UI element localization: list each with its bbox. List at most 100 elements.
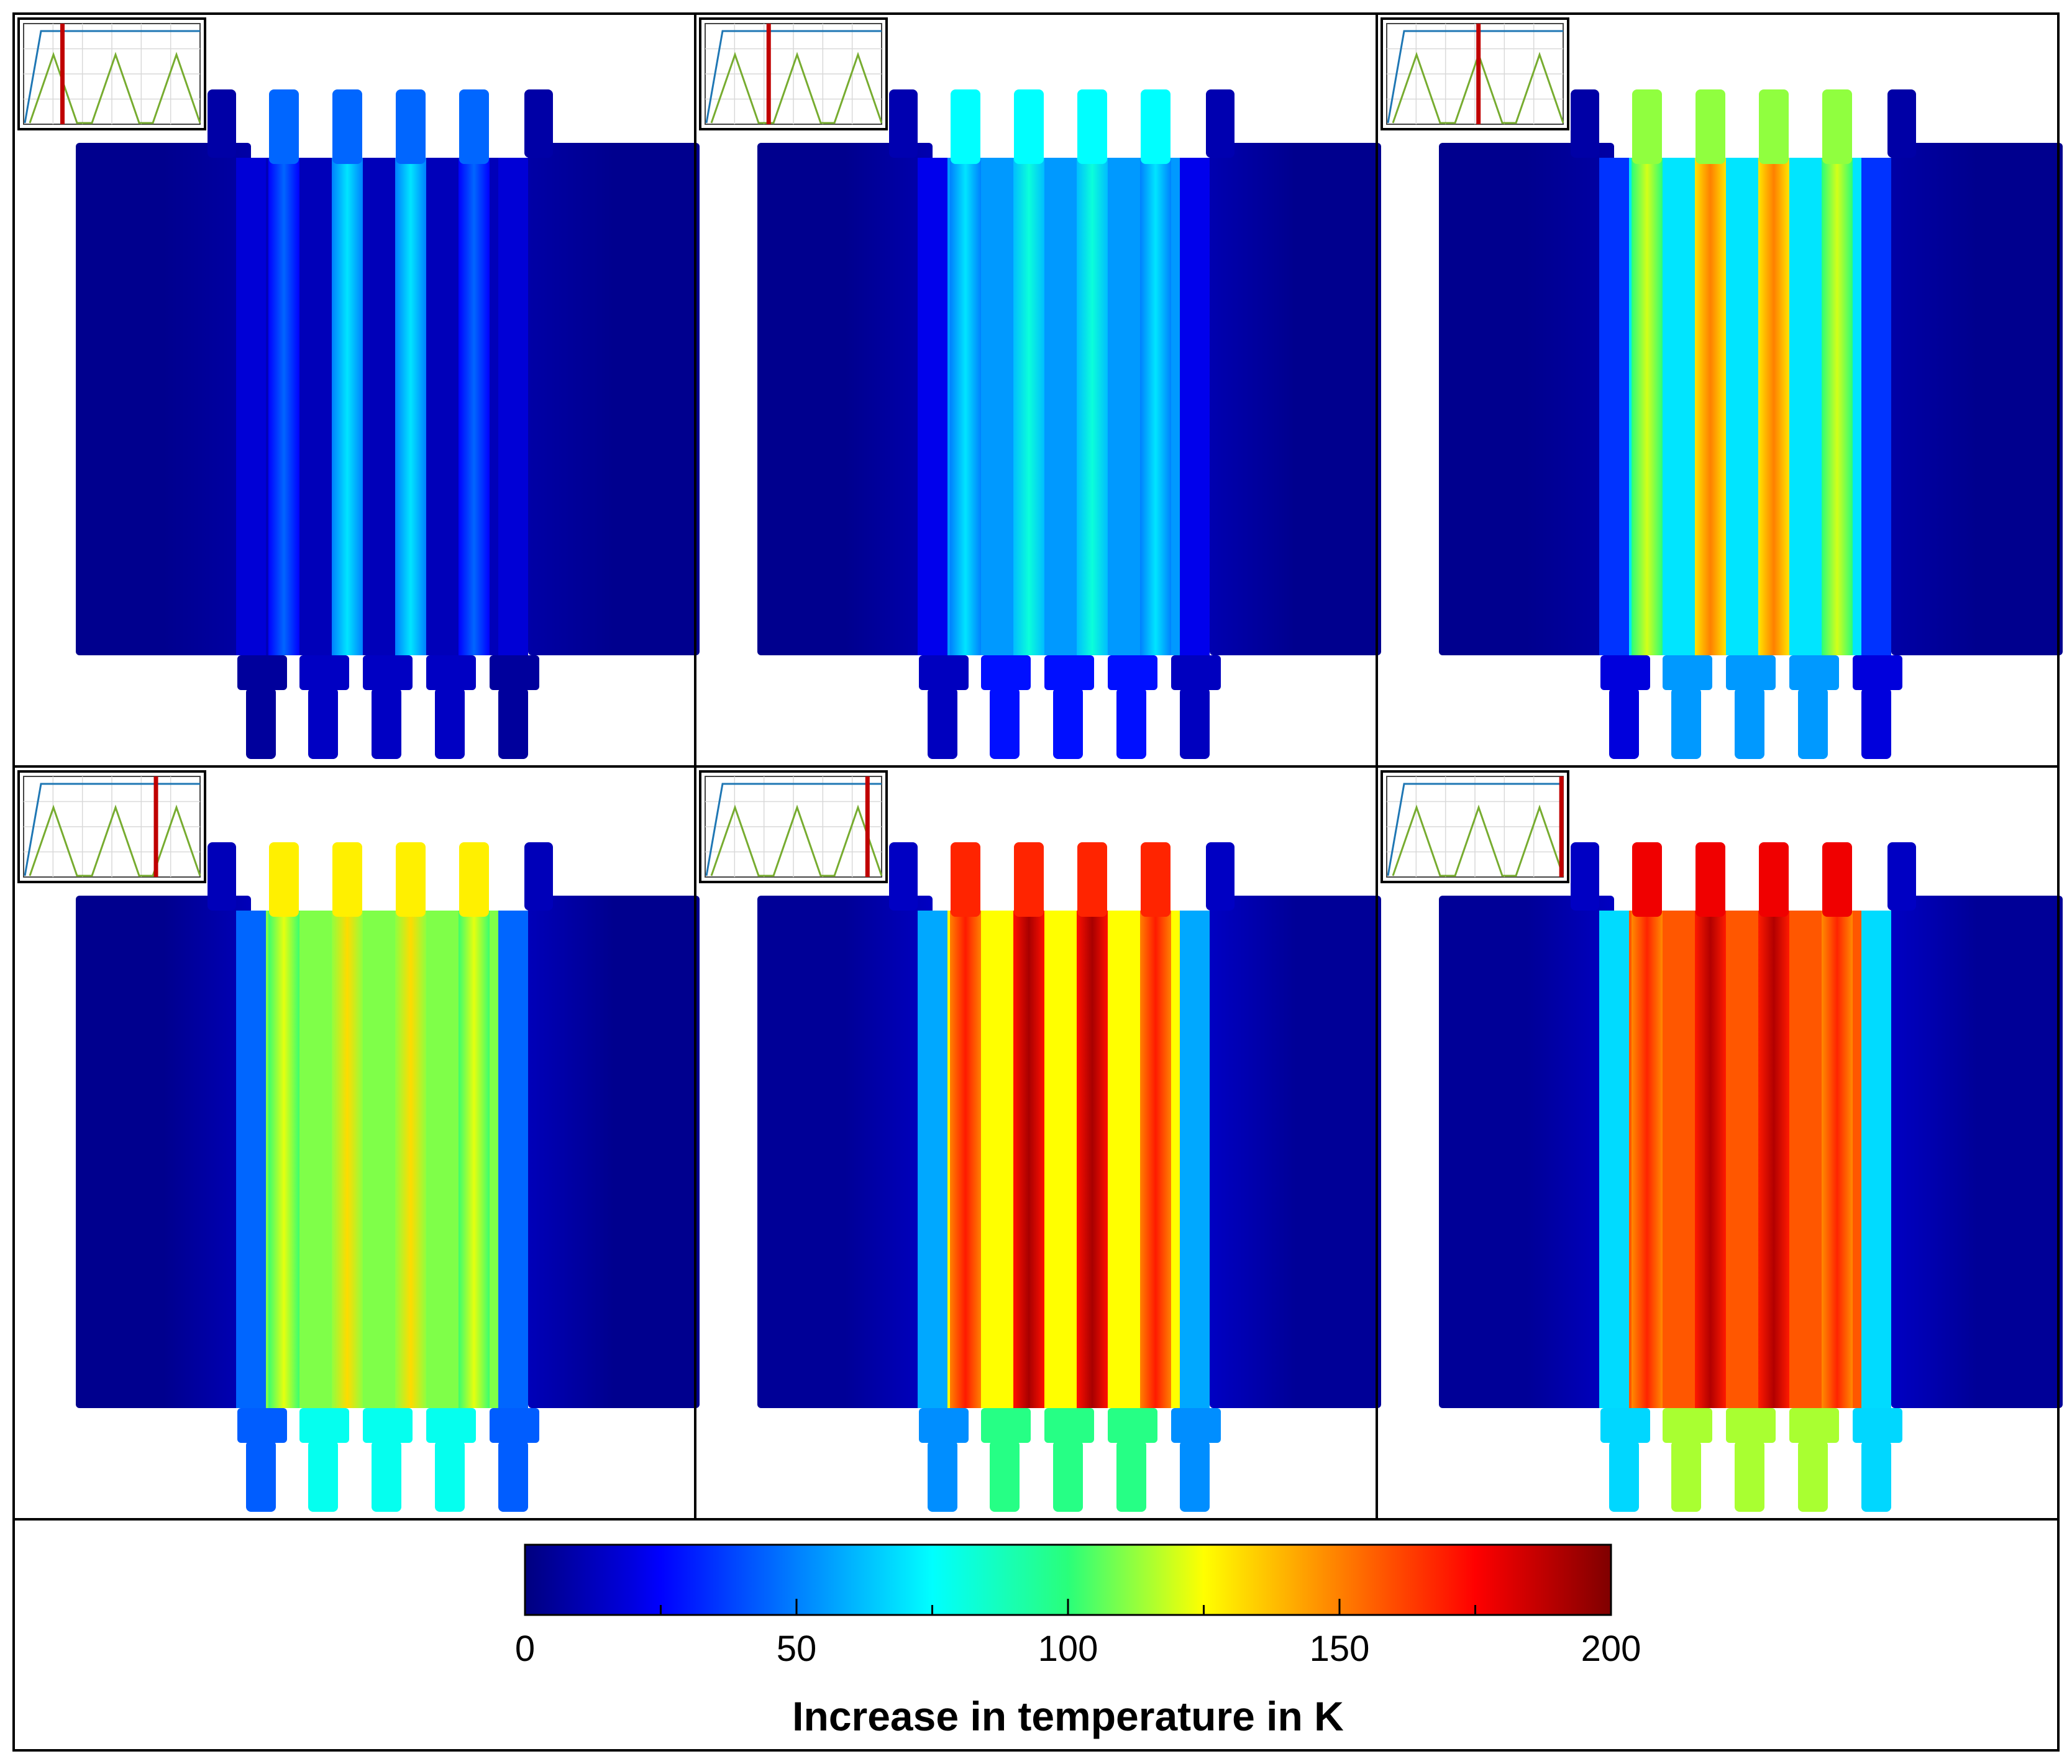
- outer-strip-left: [1599, 158, 1629, 655]
- inset-ramp-curve: [1387, 783, 1563, 876]
- outer-tab-left: [889, 89, 918, 158]
- bottom-connector: [1853, 655, 1902, 690]
- bottom-connector: [981, 1408, 1031, 1443]
- electrode-tab-top: [1822, 89, 1852, 164]
- bottom-pin: [435, 688, 465, 759]
- bottom-pin: [928, 1440, 957, 1512]
- inset-plot: [1381, 770, 1569, 883]
- bottom-connector: [919, 1408, 969, 1443]
- outer-strip-right: [1861, 911, 1891, 1408]
- bottom-pin: [308, 1440, 338, 1512]
- outer-tab-right: [524, 89, 553, 158]
- electrode-tab-top: [459, 842, 489, 917]
- bottom-pin: [1116, 1440, 1146, 1512]
- inset-grid: [1387, 24, 1563, 124]
- electrode-strip: [268, 158, 299, 655]
- electrode-tab-top: [951, 89, 980, 164]
- inset-ramp-curve: [705, 783, 882, 876]
- right-block: [1210, 896, 1381, 1408]
- outer-strip-left: [918, 158, 947, 655]
- inset-plot: [17, 17, 206, 130]
- electrode-tab-top: [1822, 842, 1852, 917]
- outer-tab-left: [1571, 89, 1599, 158]
- left-block: [76, 896, 251, 1408]
- bottom-connector: [1171, 655, 1221, 690]
- bottom-pin: [1609, 688, 1639, 759]
- electrode-strip: [1695, 911, 1726, 1408]
- bottom-pin: [1735, 688, 1764, 759]
- outer-tab-right: [1206, 842, 1235, 911]
- electrode-strip: [332, 158, 363, 655]
- outer-strip-left: [236, 158, 266, 655]
- heatmap-panel: [699, 770, 1381, 1512]
- electrode-strip: [1632, 158, 1663, 655]
- electrode-strip: [1013, 911, 1044, 1408]
- outer-tab-left: [208, 842, 236, 911]
- bottom-pin: [1798, 688, 1828, 759]
- outer-tab-right: [1887, 89, 1916, 158]
- electrode-tab-top: [396, 842, 426, 917]
- inset-triangle-curve: [29, 804, 201, 877]
- electrode-tab-top: [269, 842, 299, 917]
- right-block: [1891, 143, 2063, 655]
- electrode-tab-top: [1077, 842, 1107, 917]
- heatmap-panel: [17, 770, 700, 1512]
- bottom-pin: [372, 688, 401, 759]
- bottom-pin: [498, 688, 528, 759]
- bottom-connector: [1600, 655, 1650, 690]
- bottom-pin: [1053, 1440, 1083, 1512]
- electrode-tab-top: [1141, 842, 1171, 917]
- colorbar-tick-label: 100: [1038, 1629, 1098, 1669]
- colorbar-tick-label: 150: [1310, 1629, 1370, 1669]
- heatmap-panel: [1381, 17, 2063, 759]
- bottom-connector: [299, 1408, 349, 1443]
- electrode-tab-top: [1759, 842, 1789, 917]
- electrode-strip: [1140, 911, 1171, 1408]
- left-block: [757, 143, 933, 655]
- bottom-pin: [1180, 688, 1210, 759]
- electrode-tab-top: [1632, 89, 1662, 164]
- electrode-strip: [1077, 911, 1108, 1408]
- electrode-tab-top: [1695, 89, 1725, 164]
- figure-frame: [12, 12, 2060, 1752]
- outer-strip-right: [498, 911, 528, 1408]
- bottom-connector: [237, 655, 287, 690]
- outer-tab-right: [524, 842, 553, 911]
- left-block: [1439, 896, 1614, 1408]
- outer-tab-right: [1887, 842, 1916, 911]
- heatmap-panel: [17, 17, 700, 759]
- bottom-pin: [1180, 1440, 1210, 1512]
- bottom-connector: [490, 1408, 539, 1443]
- electrode-tab-top: [269, 89, 299, 164]
- bottom-pin: [308, 688, 338, 759]
- outer-border: [12, 12, 2060, 1752]
- colorbar-ticks: 0 50 100 150 200: [515, 1599, 1641, 1669]
- outer-strip-right: [498, 158, 528, 655]
- inset-ramp-curve: [1387, 30, 1563, 124]
- bottom-connector: [1663, 655, 1712, 690]
- bottom-connector: [426, 1408, 476, 1443]
- right-block: [528, 143, 700, 655]
- bottom-connector: [1853, 1408, 1902, 1443]
- bottom-pin: [1861, 1440, 1891, 1512]
- bottom-pin: [246, 1440, 276, 1512]
- electrode-tab-top: [332, 842, 362, 917]
- electrode-tab-top: [1077, 89, 1107, 164]
- bottom-pin: [498, 1440, 528, 1512]
- bottom-pin: [928, 688, 957, 759]
- bottom-pin: [246, 688, 276, 759]
- electrode-strip: [1695, 158, 1726, 655]
- electrode-tab-top: [1695, 842, 1725, 917]
- outer-strip-left: [1599, 911, 1629, 1408]
- right-block: [1210, 143, 1381, 655]
- colorbar-tick-label: 200: [1581, 1629, 1641, 1669]
- inset-ramp-curve: [705, 30, 882, 124]
- bottom-connector: [1789, 1408, 1839, 1443]
- heatmap-panel: [699, 17, 1381, 759]
- bottom-pin: [990, 1440, 1020, 1512]
- electrode-strip: [459, 158, 490, 655]
- electrode-tab-top: [1141, 89, 1171, 164]
- inset-plot: [1381, 17, 1569, 130]
- electrode-strip: [950, 911, 981, 1408]
- outer-tab-left: [1571, 842, 1599, 911]
